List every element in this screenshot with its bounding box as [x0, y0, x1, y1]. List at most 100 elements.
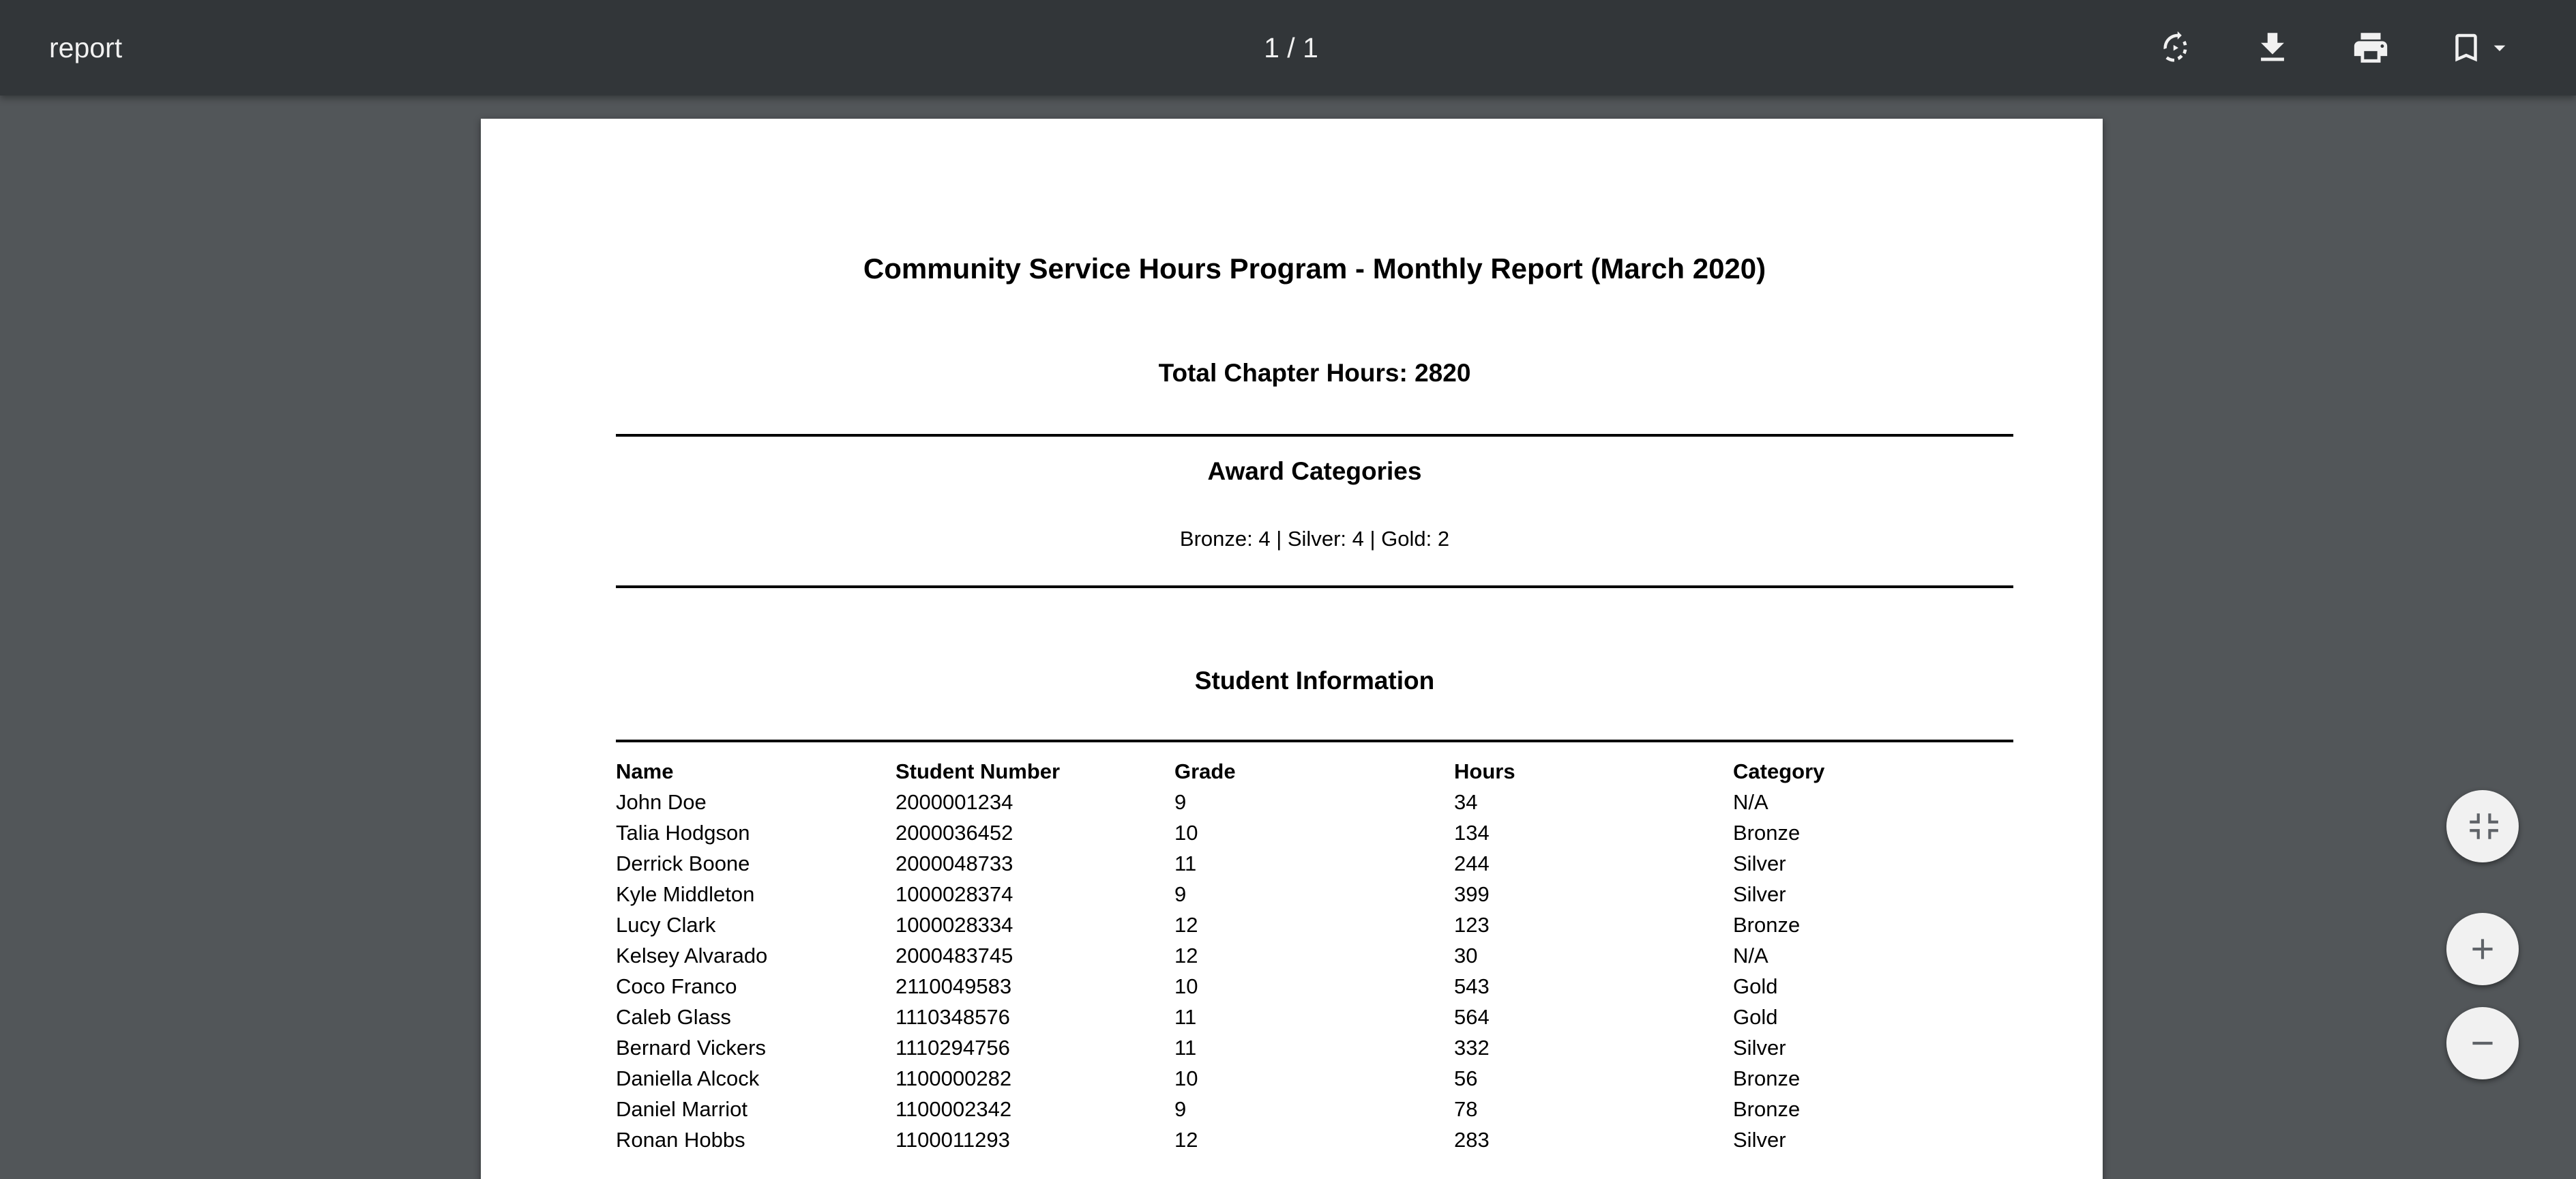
cell-hours: 332	[1454, 1036, 1490, 1060]
cell-category: Gold	[1733, 974, 1778, 998]
cell-name: Daniel Marriot	[616, 1097, 747, 1121]
table-row: Caleb Glass 1110348576 11 564 Gold	[616, 1002, 2013, 1032]
print-button[interactable]	[2346, 23, 2395, 72]
cell-name: Lucy Clark	[616, 913, 716, 937]
cell-grade: 9	[1174, 882, 1187, 906]
document-viewer[interactable]: Community Service Hours Program - Monthl…	[0, 96, 2576, 1179]
table-row: Talia Hodgson 2000036452 10 134 Bronze	[616, 817, 2013, 848]
column-header-student-number: Student Number	[895, 759, 1061, 783]
cell-category: Bronze	[1733, 821, 1801, 845]
print-icon	[2354, 33, 2388, 63]
table-row: Kelsey Alvarado 2000483745 12 30 N/A	[616, 940, 2013, 971]
cell-grade: 10	[1174, 1066, 1198, 1090]
cell-name: Derrick Boone	[616, 852, 750, 875]
pdf-toolbar: report 1 / 1	[0, 0, 2576, 96]
table-row: Daniel Marriot 1100002342 9 78 Bronze	[616, 1094, 2013, 1124]
cell-category: N/A	[1733, 944, 1768, 967]
cell-student-number: 1110294756	[895, 1036, 1010, 1060]
fit-to-page-button[interactable]	[2446, 790, 2519, 862]
cell-name: Daniella Alcock	[616, 1066, 760, 1090]
cell-category: Bronze	[1733, 1066, 1801, 1090]
cell-name: Kyle Middleton	[616, 882, 755, 906]
zoom-in-icon	[2472, 939, 2493, 959]
rotate-icon	[2163, 31, 2187, 62]
cell-student-number: 2000048733	[895, 852, 1013, 875]
table-row: Bernard Vickers 1110294756 11 332 Silver	[616, 1032, 2013, 1063]
zoom-in-button[interactable]	[2446, 913, 2519, 985]
cell-hours: 134	[1454, 821, 1490, 845]
bookmark-icon	[2455, 33, 2477, 62]
cell-category: Bronze	[1733, 913, 1801, 937]
dropdown-arrow-icon	[2493, 45, 2506, 51]
cell-student-number: 2000036452	[895, 821, 1013, 845]
cell-name: Bernard Vickers	[616, 1036, 766, 1060]
download-button[interactable]	[2248, 23, 2297, 72]
cell-grade: 11	[1174, 852, 1197, 875]
zoom-out-icon	[2472, 1041, 2493, 1045]
cell-name: Talia Hodgson	[616, 821, 750, 845]
cell-student-number: 2110049583	[895, 974, 1012, 998]
table-row: Kyle Middleton 1000028374 9 399 Silver	[616, 879, 2013, 909]
column-header-name: Name	[616, 759, 674, 783]
cell-category: Silver	[1733, 1128, 1786, 1152]
cell-hours: 543	[1454, 974, 1490, 998]
student-table: Name Student Number Grade Hours Category…	[616, 756, 2013, 1155]
cell-student-number: 1000028374	[895, 882, 1013, 906]
award-summary: Bronze: 4 | Silver: 4 | Gold: 2	[1179, 527, 1450, 551]
cell-grade: 9	[1174, 1097, 1187, 1121]
cell-hours: 244	[1454, 852, 1490, 875]
cell-grade: 10	[1174, 821, 1198, 845]
column-header-grade: Grade	[1174, 759, 1236, 783]
cell-name: Coco Franco	[616, 974, 737, 998]
cell-hours: 283	[1454, 1128, 1490, 1152]
divider	[616, 740, 2013, 742]
cell-grade: 10	[1174, 974, 1198, 998]
cell-grade: 11	[1174, 1005, 1197, 1029]
zoom-out-button[interactable]	[2446, 1007, 2519, 1079]
report-title: Community Service Hours Program - Monthl…	[863, 252, 1766, 285]
cell-student-number: 1000028334	[895, 913, 1013, 937]
cell-hours: 123	[1454, 913, 1490, 937]
divider	[616, 585, 2013, 588]
cell-grade: 12	[1174, 1128, 1198, 1152]
pdf-page: Community Service Hours Program - Monthl…	[481, 119, 2103, 1179]
cell-student-number: 2000001234	[895, 790, 1013, 814]
table-row: Ronan Hobbs 1100011293 12 283 Silver	[616, 1124, 2013, 1155]
column-header-category: Category	[1733, 759, 1825, 783]
table-row: John Doe 2000001234 9 34 N/A	[616, 787, 2013, 817]
cell-student-number: 1100000282	[895, 1066, 1012, 1090]
table-row: Lucy Clark 1000028334 12 123 Bronze	[616, 909, 2013, 940]
download-icon	[2261, 33, 2284, 61]
cell-name: Kelsey Alvarado	[616, 944, 768, 967]
cell-student-number: 1110348576	[895, 1005, 1010, 1029]
cell-student-number: 2000483745	[895, 944, 1013, 967]
cell-hours: 78	[1454, 1097, 1478, 1121]
table-row: Derrick Boone 2000048733 11 244 Silver	[616, 848, 2013, 879]
cell-grade: 11	[1174, 1036, 1197, 1060]
cell-grade: 12	[1174, 944, 1198, 967]
cell-hours: 564	[1454, 1005, 1490, 1029]
cell-category: Gold	[1733, 1005, 1778, 1029]
cell-student-number: 1100011293	[895, 1128, 1010, 1152]
bookmark-button[interactable]	[2444, 23, 2517, 72]
cell-grade: 9	[1174, 790, 1187, 814]
column-header-hours: Hours	[1454, 759, 1515, 783]
cell-hours: 30	[1454, 944, 1478, 967]
cell-student-number: 1100002342	[895, 1097, 1012, 1121]
document-title: report	[49, 32, 123, 63]
cell-grade: 12	[1174, 913, 1198, 937]
cell-name: Caleb Glass	[616, 1005, 731, 1029]
cell-name: Ronan Hobbs	[616, 1128, 745, 1152]
cell-category: Silver	[1733, 852, 1786, 875]
cell-category: Bronze	[1733, 1097, 1801, 1121]
rotate-button[interactable]	[2150, 23, 2199, 72]
total-chapter-hours: Total Chapter Hours: 2820	[1158, 359, 1471, 387]
table-row: Coco Franco 2110049583 10 543 Gold	[616, 971, 2013, 1002]
cell-category: Silver	[1733, 1036, 1786, 1060]
divider	[616, 434, 2013, 437]
cell-hours: 56	[1454, 1066, 1478, 1090]
cell-category: N/A	[1733, 790, 1768, 814]
cell-name: John Doe	[616, 790, 707, 814]
cell-hours: 34	[1454, 790, 1478, 814]
cell-category: Silver	[1733, 882, 1786, 906]
